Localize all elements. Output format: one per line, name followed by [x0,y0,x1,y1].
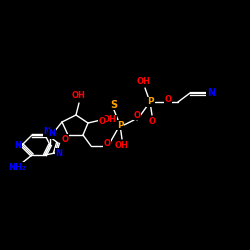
Text: P: P [117,120,123,130]
Text: O: O [134,110,140,120]
Text: O: O [148,118,156,126]
Text: O: O [98,116,105,126]
Text: P: P [147,98,153,106]
Text: N: N [56,148,62,158]
Text: OH: OH [72,92,86,100]
Text: O: O [62,134,68,143]
Text: N: N [48,130,56,138]
Text: N: N [207,88,215,98]
Text: S: S [110,100,117,110]
Text: OH: OH [103,116,117,124]
Text: O: O [104,138,110,147]
Text: O: O [164,94,172,104]
Text: OH: OH [115,140,129,149]
Text: OH: OH [137,78,151,86]
Text: N: N [14,140,21,149]
Text: NH₂: NH₂ [8,162,26,172]
Text: N: N [44,128,51,136]
